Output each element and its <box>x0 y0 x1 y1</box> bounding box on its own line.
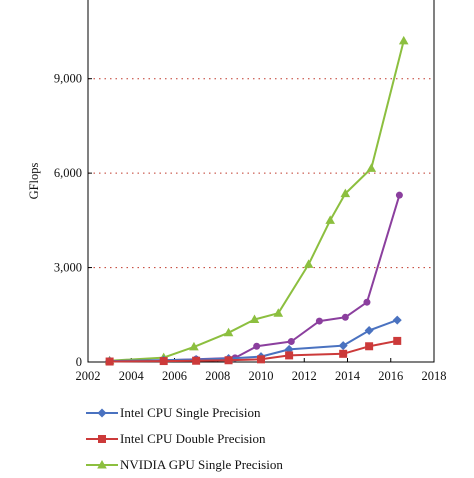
data-point <box>392 315 402 325</box>
data-point <box>339 349 348 358</box>
grid-lines <box>88 78 434 269</box>
legend-marker <box>97 408 107 418</box>
legend-swatch <box>86 408 118 418</box>
y-tick-label: 3,000 <box>54 261 82 275</box>
data-point <box>393 336 402 345</box>
data-point <box>366 163 377 172</box>
data-point <box>224 356 233 365</box>
data-point <box>189 341 199 351</box>
x-tick-label: 2004 <box>119 369 145 383</box>
data-point <box>364 326 374 336</box>
tick-labels: 2002 2004 2006 2008 2010 2012 2014 2016 2018 0 3,0… <box>54 72 447 383</box>
legend-swatch <box>86 435 118 443</box>
data-point <box>395 191 403 199</box>
x-tick-label: 2008 <box>205 369 230 383</box>
axes <box>87 0 435 363</box>
x-tick-label: 2018 <box>422 369 447 383</box>
data-point <box>223 327 234 337</box>
data-point <box>365 342 374 351</box>
data-point <box>159 357 168 366</box>
legend-marker <box>98 435 106 443</box>
data-point <box>341 313 349 321</box>
data-point <box>303 259 314 268</box>
data-point <box>192 356 201 365</box>
data-point <box>273 308 284 317</box>
data-point <box>338 341 348 351</box>
legend: Intel CPU Single Precision Intel CPU Doub… <box>86 400 283 478</box>
data-point <box>315 317 323 325</box>
data-point <box>253 342 261 350</box>
data-point <box>285 351 294 360</box>
data-point <box>105 357 114 366</box>
legend-label: NVIDIA GPU Single Precision <box>120 457 283 472</box>
data-point <box>325 215 335 224</box>
legend-swatch <box>86 460 118 469</box>
x-tick-label: 2006 <box>162 369 187 383</box>
series-layer <box>104 35 409 366</box>
data-point <box>257 355 265 364</box>
series-line <box>109 194 401 363</box>
y-tick-label: 6,000 <box>54 166 82 180</box>
legend-label: Intel CPU Single Precision <box>120 405 261 420</box>
data-point <box>249 314 260 324</box>
x-tick-label: 2012 <box>292 369 317 383</box>
x-tick-label: 2010 <box>249 369 274 383</box>
legend-item: NVIDIA GPU Single Precision <box>86 452 283 478</box>
series-line <box>109 40 405 362</box>
data-point <box>363 298 371 306</box>
data-point <box>340 188 351 198</box>
legend-label: Intel CPU Double Precision <box>120 431 266 446</box>
y-axis-title: GFlops <box>27 162 41 199</box>
series-circle <box>106 191 403 365</box>
legend-marker <box>97 460 107 469</box>
plot-frame <box>87 0 435 363</box>
series-square <box>105 336 402 366</box>
x-tick-label: 2002 <box>76 369 101 383</box>
x-tick-label: 2016 <box>378 369 403 383</box>
x-tick-label: 2014 <box>335 369 361 383</box>
series-triangle <box>104 35 409 365</box>
data-point <box>287 338 295 346</box>
y-tick-label: 9,000 <box>54 72 82 86</box>
legend-item: Intel CPU Double Precision <box>86 426 283 452</box>
legend-item: Intel CPU Single Precision <box>86 400 283 426</box>
y-tick-label: 0 <box>76 355 82 369</box>
data-point <box>398 35 409 45</box>
series-line <box>109 319 398 363</box>
